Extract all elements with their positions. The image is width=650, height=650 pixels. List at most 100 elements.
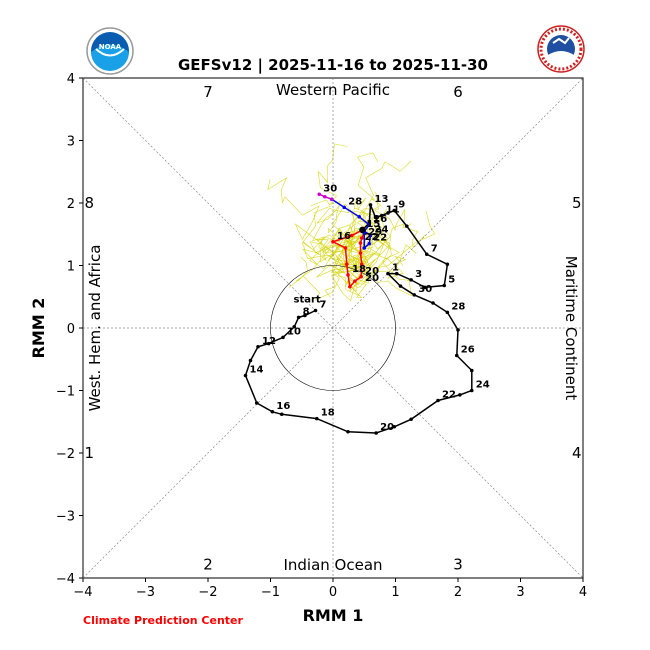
trajectory-point [456,328,460,332]
ensemble-spaghetti [267,143,436,302]
ensemble-member-line [267,177,341,243]
trajectory-point [358,241,363,245]
trajectory-point [392,424,397,429]
day-label: 11 [386,205,400,216]
day-label: 18 [352,264,366,275]
x-axis-label: RMM 1 [303,606,364,625]
x-tick-label: −4 [73,585,92,600]
phase-label: 7 [203,83,213,101]
region-label-bottom: Indian Ocean [283,556,382,574]
trajectory-point [469,368,474,373]
day-label: 1 [392,263,399,274]
day-label: 29 [368,227,382,238]
trajectory-line [244,204,473,434]
ensemble-member-line [309,224,361,270]
forecast-trajectory [243,192,474,435]
trajectory-point [458,393,462,397]
day-label: 14 [250,365,264,376]
x-tick-label: 1 [391,585,399,600]
trajectory-point [296,315,301,320]
trajectory-point [469,388,474,393]
day-label: 18 [321,408,335,419]
trajectory-point [379,213,384,218]
trajectory-point [349,233,354,238]
day-label: 16 [337,231,351,242]
trajectory-point [398,284,403,288]
trajectory-point [329,197,334,202]
y-tick-label: −3 [56,510,75,525]
trajectory-point [314,416,319,421]
trajectory-point [281,335,285,340]
day-label: 3 [415,269,422,280]
y-axis-label: RMM 2 [29,298,48,359]
noaa-logo-text: NOAA [99,43,122,51]
x-tick-label: 2 [454,585,462,600]
x-tick-label: 0 [329,585,337,600]
region-label-top: Western Pacific [276,81,390,99]
day-label: 13 [375,194,389,205]
y-tick-label: 0 [67,322,75,337]
day-label: 20 [365,273,379,284]
trajectory-point [454,353,459,358]
trajectory-point [344,262,349,267]
y-tick-label: −2 [56,447,75,462]
trajectory-point [386,211,390,215]
day-label: 9 [398,200,405,211]
credit-label: Climate Prediction Center [83,614,243,627]
region-label-left: West. Hem. and Africa [86,245,104,412]
trajectory-point [424,252,429,257]
trajectory-point [362,246,367,250]
ensemble-member-line [344,253,407,287]
trajectory-point [392,208,397,213]
trajectory-point [412,293,417,297]
current-point-marker [359,226,366,234]
phase-label: 5 [572,194,582,212]
day-label: 20 [380,422,394,433]
region-label-right: Maritime Continent [562,256,580,401]
ensemble-member-line [301,199,347,263]
trajectory-point [317,192,322,197]
ensemble-member-line [346,210,436,293]
x-tick-label: −2 [198,585,217,600]
trajectory-point [368,203,373,207]
day-label: 10 [287,326,301,337]
ensemble-member-line [309,227,366,263]
trajectory-point [404,224,409,228]
ensemble-member-line [324,245,367,299]
trajectory-point [348,284,352,289]
day-label: 8 [303,306,310,317]
day-label: 22 [365,232,379,243]
day-label: 22 [442,390,456,401]
trajectory-point [342,205,347,210]
trajectory-point [445,262,450,267]
trajectory-point [409,278,413,282]
phase-label: 2 [203,555,213,573]
trajectory-point [313,308,318,313]
trajectory-point [386,271,390,276]
day-label: 7 [431,243,438,254]
trajectory-point [254,401,259,405]
ensemble-member-line [346,208,412,244]
y-tick-label: 4 [67,72,75,87]
trajectory-point [303,313,307,318]
x-tick-label: 3 [516,585,524,600]
trajectory-point [331,239,335,244]
ensemble-member-line [320,203,369,258]
trajectory-point [409,417,413,422]
trajectory-point [292,324,297,329]
day-label: 26 [461,345,475,356]
ensemble-member-line [322,243,417,274]
ensemble-member-line [343,160,411,249]
trajectory-point [359,274,363,279]
trajectory-point [367,241,372,246]
trajectory-point [442,283,447,288]
day-label: 24 [476,380,490,391]
phase-label: 8 [84,194,94,212]
trajectory-point [279,412,284,417]
chart-grid [79,77,584,582]
phase-label: 6 [453,83,463,101]
day-label: 15 [366,219,380,230]
trajectory-point [270,409,275,414]
day-label: 28 [348,196,362,207]
